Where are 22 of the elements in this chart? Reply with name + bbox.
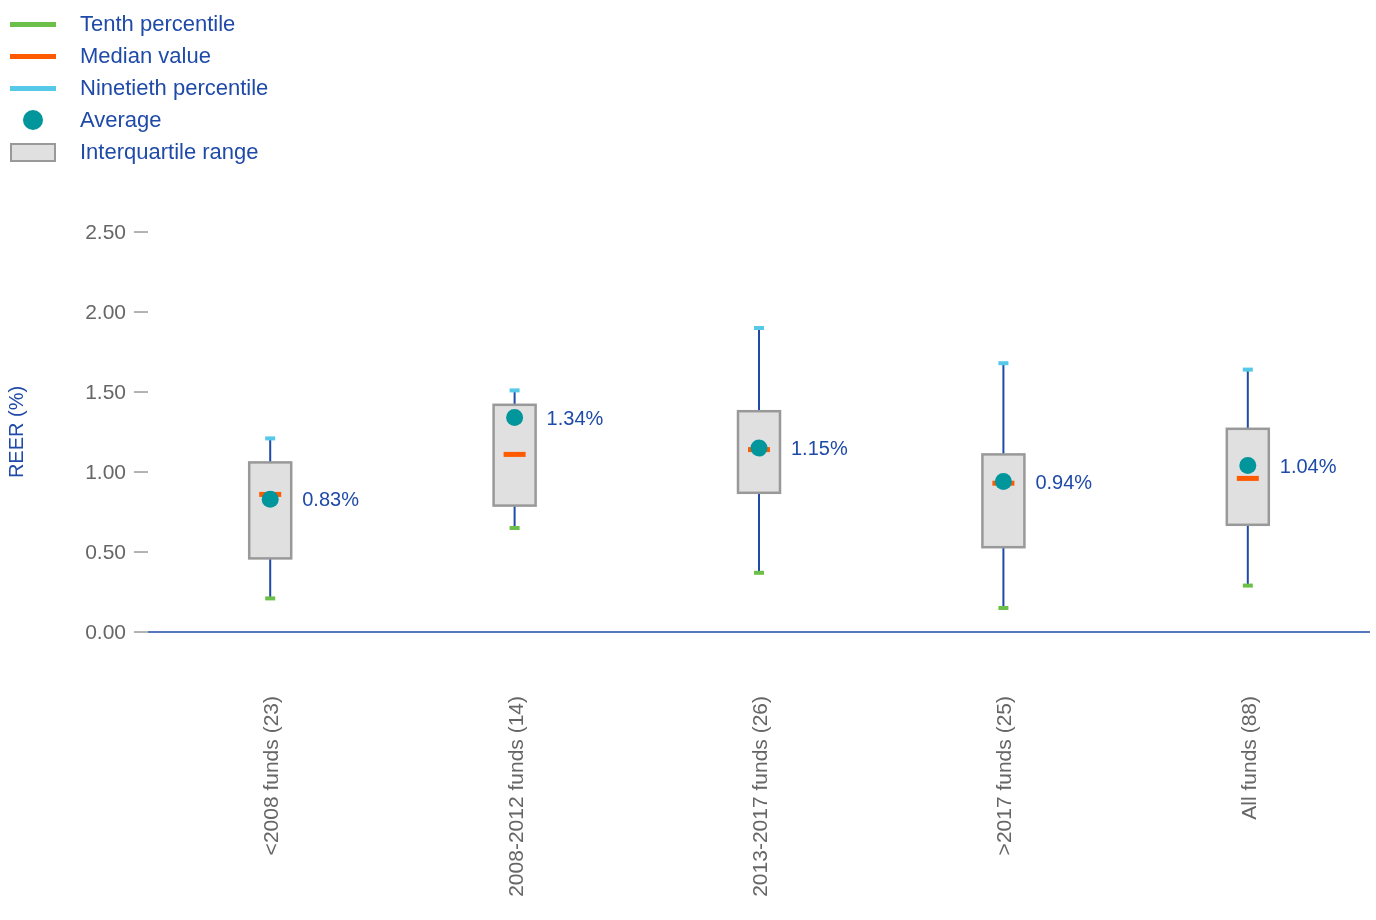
x-tick-label: 2013-2017 funds (26) bbox=[748, 696, 771, 897]
x-tick-label: 2008-2012 funds (14) bbox=[503, 696, 527, 897]
text: Tenth percentile bbox=[80, 11, 236, 37]
y-tick-label: 2.00 bbox=[85, 300, 126, 324]
x-tick-label: All funds (88) bbox=[1236, 696, 1260, 820]
x-tick-label: >2017 funds (25) bbox=[992, 696, 1016, 856]
y-tick-label: 0.50 bbox=[85, 540, 126, 564]
y-tick-label: 2.50 bbox=[85, 220, 126, 244]
y-tick-label: 1.00 bbox=[85, 460, 126, 484]
annotation: 1.04% bbox=[1279, 454, 1337, 477]
y-tick-label: 0.00 bbox=[85, 620, 126, 644]
x-tick-label: <2008 funds (23) bbox=[259, 696, 283, 856]
annotation: 0.83% bbox=[302, 488, 360, 511]
y-axis-title: REER (%) bbox=[5, 385, 28, 479]
text: Average bbox=[80, 107, 162, 133]
text: Ninetieth percentile bbox=[80, 75, 269, 101]
annotation: 0.94% bbox=[1035, 470, 1093, 493]
annotation: 1.34% bbox=[546, 406, 604, 429]
legend-label: Interquartile range bbox=[80, 139, 259, 165]
text: Median value bbox=[80, 43, 211, 69]
annotation: 1.15% bbox=[791, 437, 848, 459]
y-tick-label: 1.50 bbox=[85, 380, 126, 404]
